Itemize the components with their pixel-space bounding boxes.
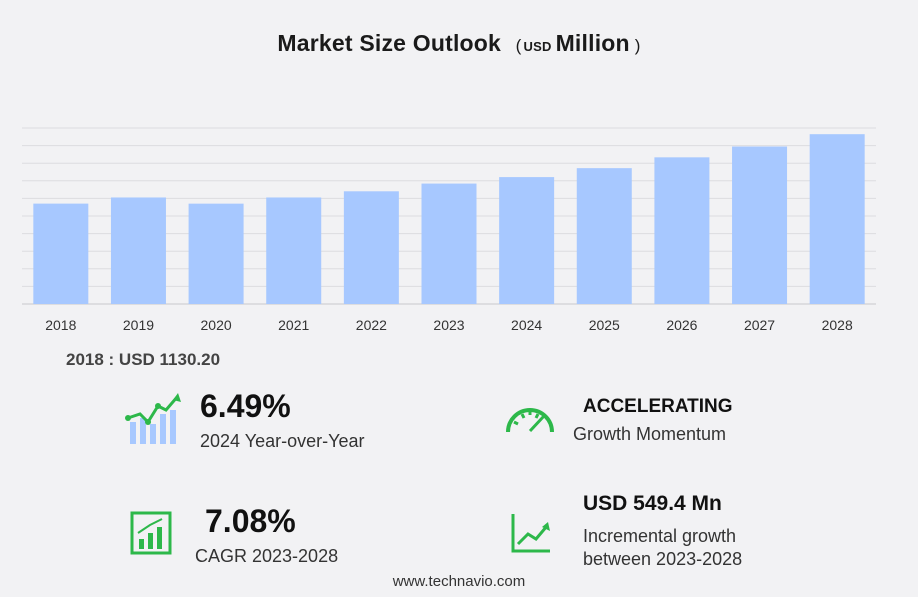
bar-2022[interactable] [343,191,399,304]
base-year-value: 2018 : USD 1130.20 [66,350,221,369]
title-unit-prefix: USD [523,39,552,54]
chart-title: Market Size Outlook (USD Million ) [0,30,918,57]
incremental-value: USD 549.4 Mn [583,492,722,515]
cagr-stat: 7.08% CAGR 2023-2028 [195,503,338,567]
x-tick-label: 2019 [123,317,154,333]
x-tick-label: 2021 [278,317,309,333]
title-unit-name: Million [555,30,630,56]
momentum-value: ACCELERATING [583,396,733,417]
incremental-stat: USD 549.4 Mn Incremental growth between … [583,492,742,570]
bar-2024[interactable] [499,177,555,304]
x-tick-label: 2024 [511,317,542,333]
bar-chart: 2018 2019 2020 2021 2022 2023 2024 2025 2026 2027… [22,127,876,333]
footer-url[interactable]: www.technavio.com [392,573,526,590]
bar-2026[interactable] [654,157,710,304]
x-tick-label: 2026 [666,317,697,333]
x-tick-label: 2028 [822,317,853,333]
momentum-label: Growth Momentum [573,424,727,444]
bar-2028[interactable] [809,134,865,304]
cagr-value: 7.08% [205,503,296,539]
title-main: Market Size Outlook [277,30,502,56]
bar-2020[interactable] [188,203,244,304]
x-tick-label: 2025 [589,317,620,333]
bar-2025[interactable] [576,168,632,304]
x-tick-label: 2023 [433,317,464,333]
momentum-stat: ACCELERATING Growth Momentum [573,396,733,445]
incremental-label-line1: Incremental growth [583,526,737,546]
x-tick-label: 2020 [201,317,232,333]
yoy-value: 6.49% [200,388,291,424]
x-tick-label: 2022 [356,317,387,333]
bar-2019[interactable] [110,197,166,304]
bar-2018[interactable] [33,203,89,304]
x-tick-label: 2018 [45,317,76,333]
cagr-label: CAGR 2023-2028 [195,546,339,566]
trend-line-icon [511,514,550,553]
yoy-label: 2024 Year-over-Year [200,431,365,451]
bar-2021[interactable] [266,197,322,304]
bar-chart-icon [130,511,172,555]
yoy-stat: 6.49% 2024 Year-over-Year [200,388,364,452]
growth-chart-icon [125,393,181,444]
bar-2027[interactable] [732,146,788,304]
title-unit: (USD Million ) [515,30,641,56]
incremental-label-line2: between 2023-2028 [583,549,743,569]
speedometer-icon [506,408,554,433]
x-tick-label: 2027 [744,317,775,333]
bar-2023[interactable] [421,183,477,304]
